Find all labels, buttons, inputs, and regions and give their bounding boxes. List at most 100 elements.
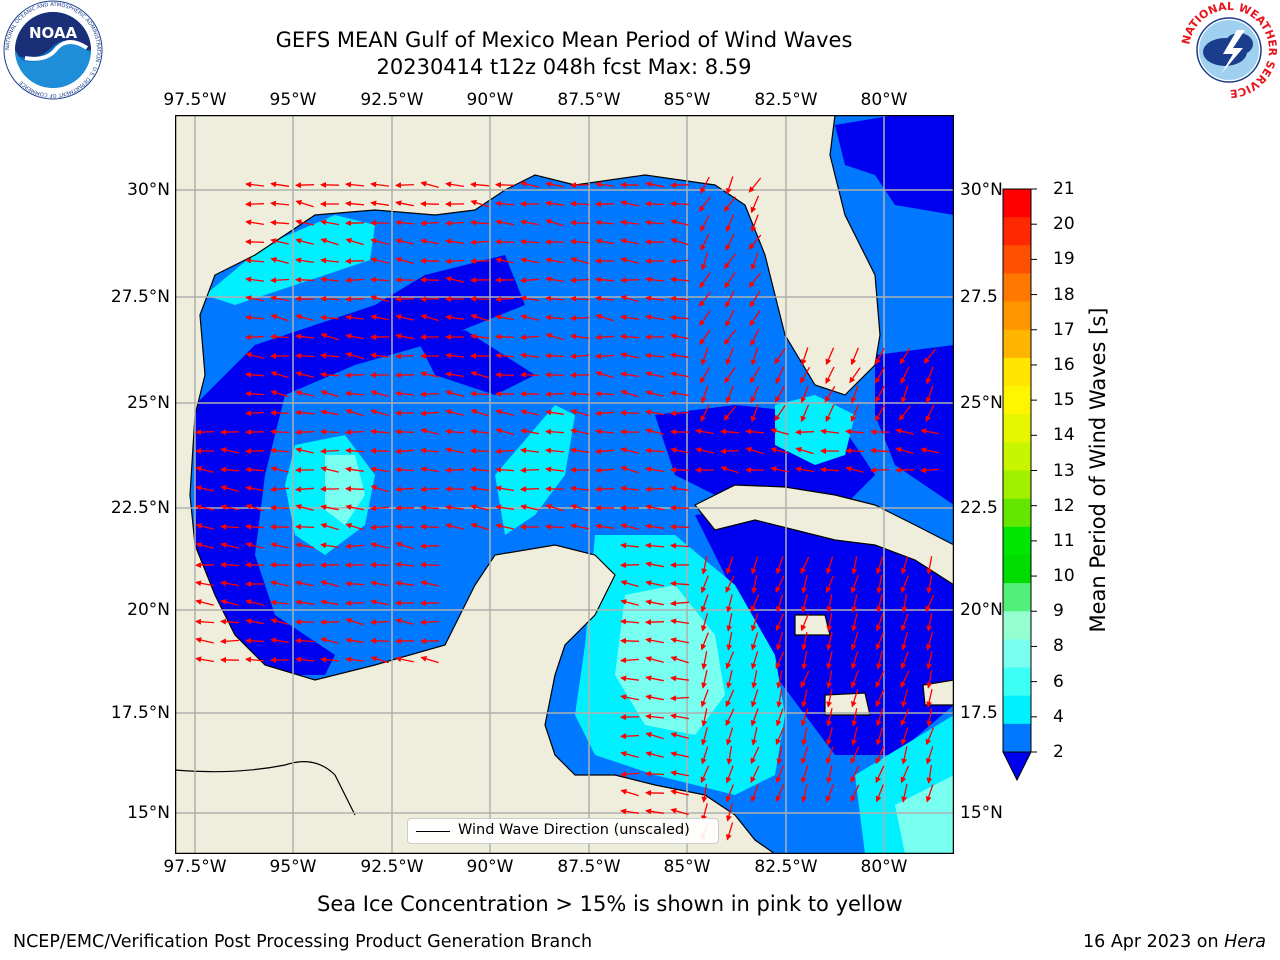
wind-wave-arrow: [395, 314, 414, 321]
wind-wave-arrow: [495, 352, 515, 359]
wind-wave-arrow: [495, 200, 515, 207]
wind-wave-arrow: [670, 600, 690, 607]
wind-wave-arrow: [220, 580, 240, 587]
wind-wave-arrow: [520, 352, 539, 359]
wind-wave-arrow: [270, 219, 290, 226]
wind-wave-arrow: [545, 391, 565, 398]
wind-wave-arrow: [799, 366, 811, 384]
wind-wave-arrow: [875, 708, 884, 727]
wind-wave-arrow: [545, 503, 564, 512]
wind-wave-arrow: [826, 670, 833, 689]
wind-wave-arrow: [875, 404, 885, 422]
wind-wave-arrow: [495, 333, 515, 340]
lat-tick-left: 15°N: [127, 803, 170, 823]
wind-wave-arrow: [570, 485, 589, 492]
wind-wave-arrow: [748, 234, 762, 250]
wind-wave-arrow: [345, 485, 365, 492]
wind-wave-arrow: [320, 314, 340, 321]
lat-tick-right: 22.5: [960, 498, 998, 518]
wind-wave-arrow: [520, 181, 539, 188]
wind-wave-arrow: [295, 486, 315, 493]
wind-wave-arrow: [470, 485, 489, 492]
wind-wave-arrow: [926, 707, 933, 727]
wind-wave-arrow: [695, 447, 714, 454]
wind-wave-arrow: [570, 219, 590, 226]
wind-wave-arrow: [270, 295, 290, 302]
map-panel: [175, 115, 954, 854]
wind-wave-arrow: [645, 314, 665, 321]
wind-wave-arrow: [270, 389, 289, 398]
wind-wave-arrow: [875, 746, 885, 765]
wind-wave-arrow: [545, 276, 565, 283]
wind-wave-arrow: [801, 575, 808, 594]
wind-wave-arrow: [370, 200, 389, 207]
wind-wave-arrow: [470, 522, 489, 531]
wind-wave-arrow: [545, 447, 565, 454]
wind-wave-arrow: [245, 238, 265, 245]
wind-wave-arrow: [826, 651, 833, 670]
wind-wave-arrow: [620, 599, 639, 606]
wind-wave-arrow: [670, 237, 689, 246]
wind-wave-arrow: [570, 428, 589, 435]
colorbar-swatch: [1003, 667, 1031, 697]
wind-wave-arrow: [295, 637, 315, 644]
wind-wave-arrow: [645, 181, 664, 188]
lon-tick-bottom: 85°W: [663, 857, 711, 877]
wind-wave-arrow: [645, 751, 664, 758]
wind-wave-arrow: [876, 651, 883, 670]
wind-wave-arrow: [545, 409, 564, 416]
wind-wave-arrow: [775, 765, 784, 784]
wind-wave-arrow: [750, 746, 760, 765]
wind-wave-arrow: [726, 594, 733, 613]
wind-wave-arrow: [345, 237, 364, 246]
wind-wave-arrow: [826, 689, 833, 708]
wind-wave-arrow: [620, 808, 639, 815]
wind-wave-arrow: [620, 352, 639, 359]
wind-wave-arrow: [370, 238, 389, 245]
lat-tick-right: 17.5: [960, 703, 998, 723]
wind-wave-arrow: [726, 670, 733, 689]
wind-wave-arrow: [724, 253, 736, 270]
wind-wave-arrow: [395, 618, 414, 625]
wind-wave-arrow: [645, 599, 664, 606]
wind-wave-arrow: [845, 447, 865, 454]
wind-wave-arrow: [295, 504, 314, 512]
wind-wave-arrow: [295, 542, 314, 549]
wind-wave-arrow: [670, 276, 690, 283]
wind-wave-arrow: [670, 789, 689, 796]
colorbar-label: 4: [1053, 706, 1064, 727]
wind-wave-arrow: [645, 486, 665, 493]
wind-wave-arrow: [845, 466, 864, 473]
wind-wave-arrow: [645, 409, 665, 416]
wind-wave-arrow: [245, 219, 265, 226]
wind-wave-arrow: [545, 371, 565, 378]
wind-wave-arrow: [495, 238, 515, 245]
wind-wave-arrow: [595, 295, 614, 302]
wind-wave-arrow: [570, 353, 590, 360]
wind-wave-arrow: [245, 448, 265, 455]
wind-wave-arrow: [370, 390, 389, 398]
wind-wave-arrow: [245, 485, 265, 492]
wind-wave-arrow: [295, 238, 314, 245]
wind-wave-arrow: [670, 504, 690, 511]
lat-tick-left: 25°N: [127, 393, 170, 413]
lat-tick-right: 27.5: [960, 287, 998, 307]
wind-wave-arrow: [776, 632, 784, 651]
wind-wave-arrow: [751, 727, 758, 746]
wind-wave-arrow: [195, 637, 214, 644]
wind-wave-arrow: [875, 556, 884, 575]
wind-wave-arrow: [775, 594, 784, 613]
wind-wave-arrow: [700, 233, 710, 252]
wind-wave-arrow: [320, 428, 340, 435]
wind-wave-arrow: [245, 656, 265, 663]
wind-wave-arrow: [700, 385, 709, 404]
wind-wave-arrow: [470, 408, 489, 417]
footer-date-text: 16 Apr 2023 on: [1083, 932, 1225, 952]
wind-wave-arrow: [270, 637, 290, 644]
wind-wave-arrow: [395, 182, 415, 189]
wind-wave-arrow: [545, 523, 565, 530]
wind-wave-arrow: [395, 353, 415, 360]
wind-wave-arrow: [445, 390, 464, 398]
wind-wave-arrow: [320, 466, 339, 473]
wind-wave-arrow: [750, 632, 759, 651]
